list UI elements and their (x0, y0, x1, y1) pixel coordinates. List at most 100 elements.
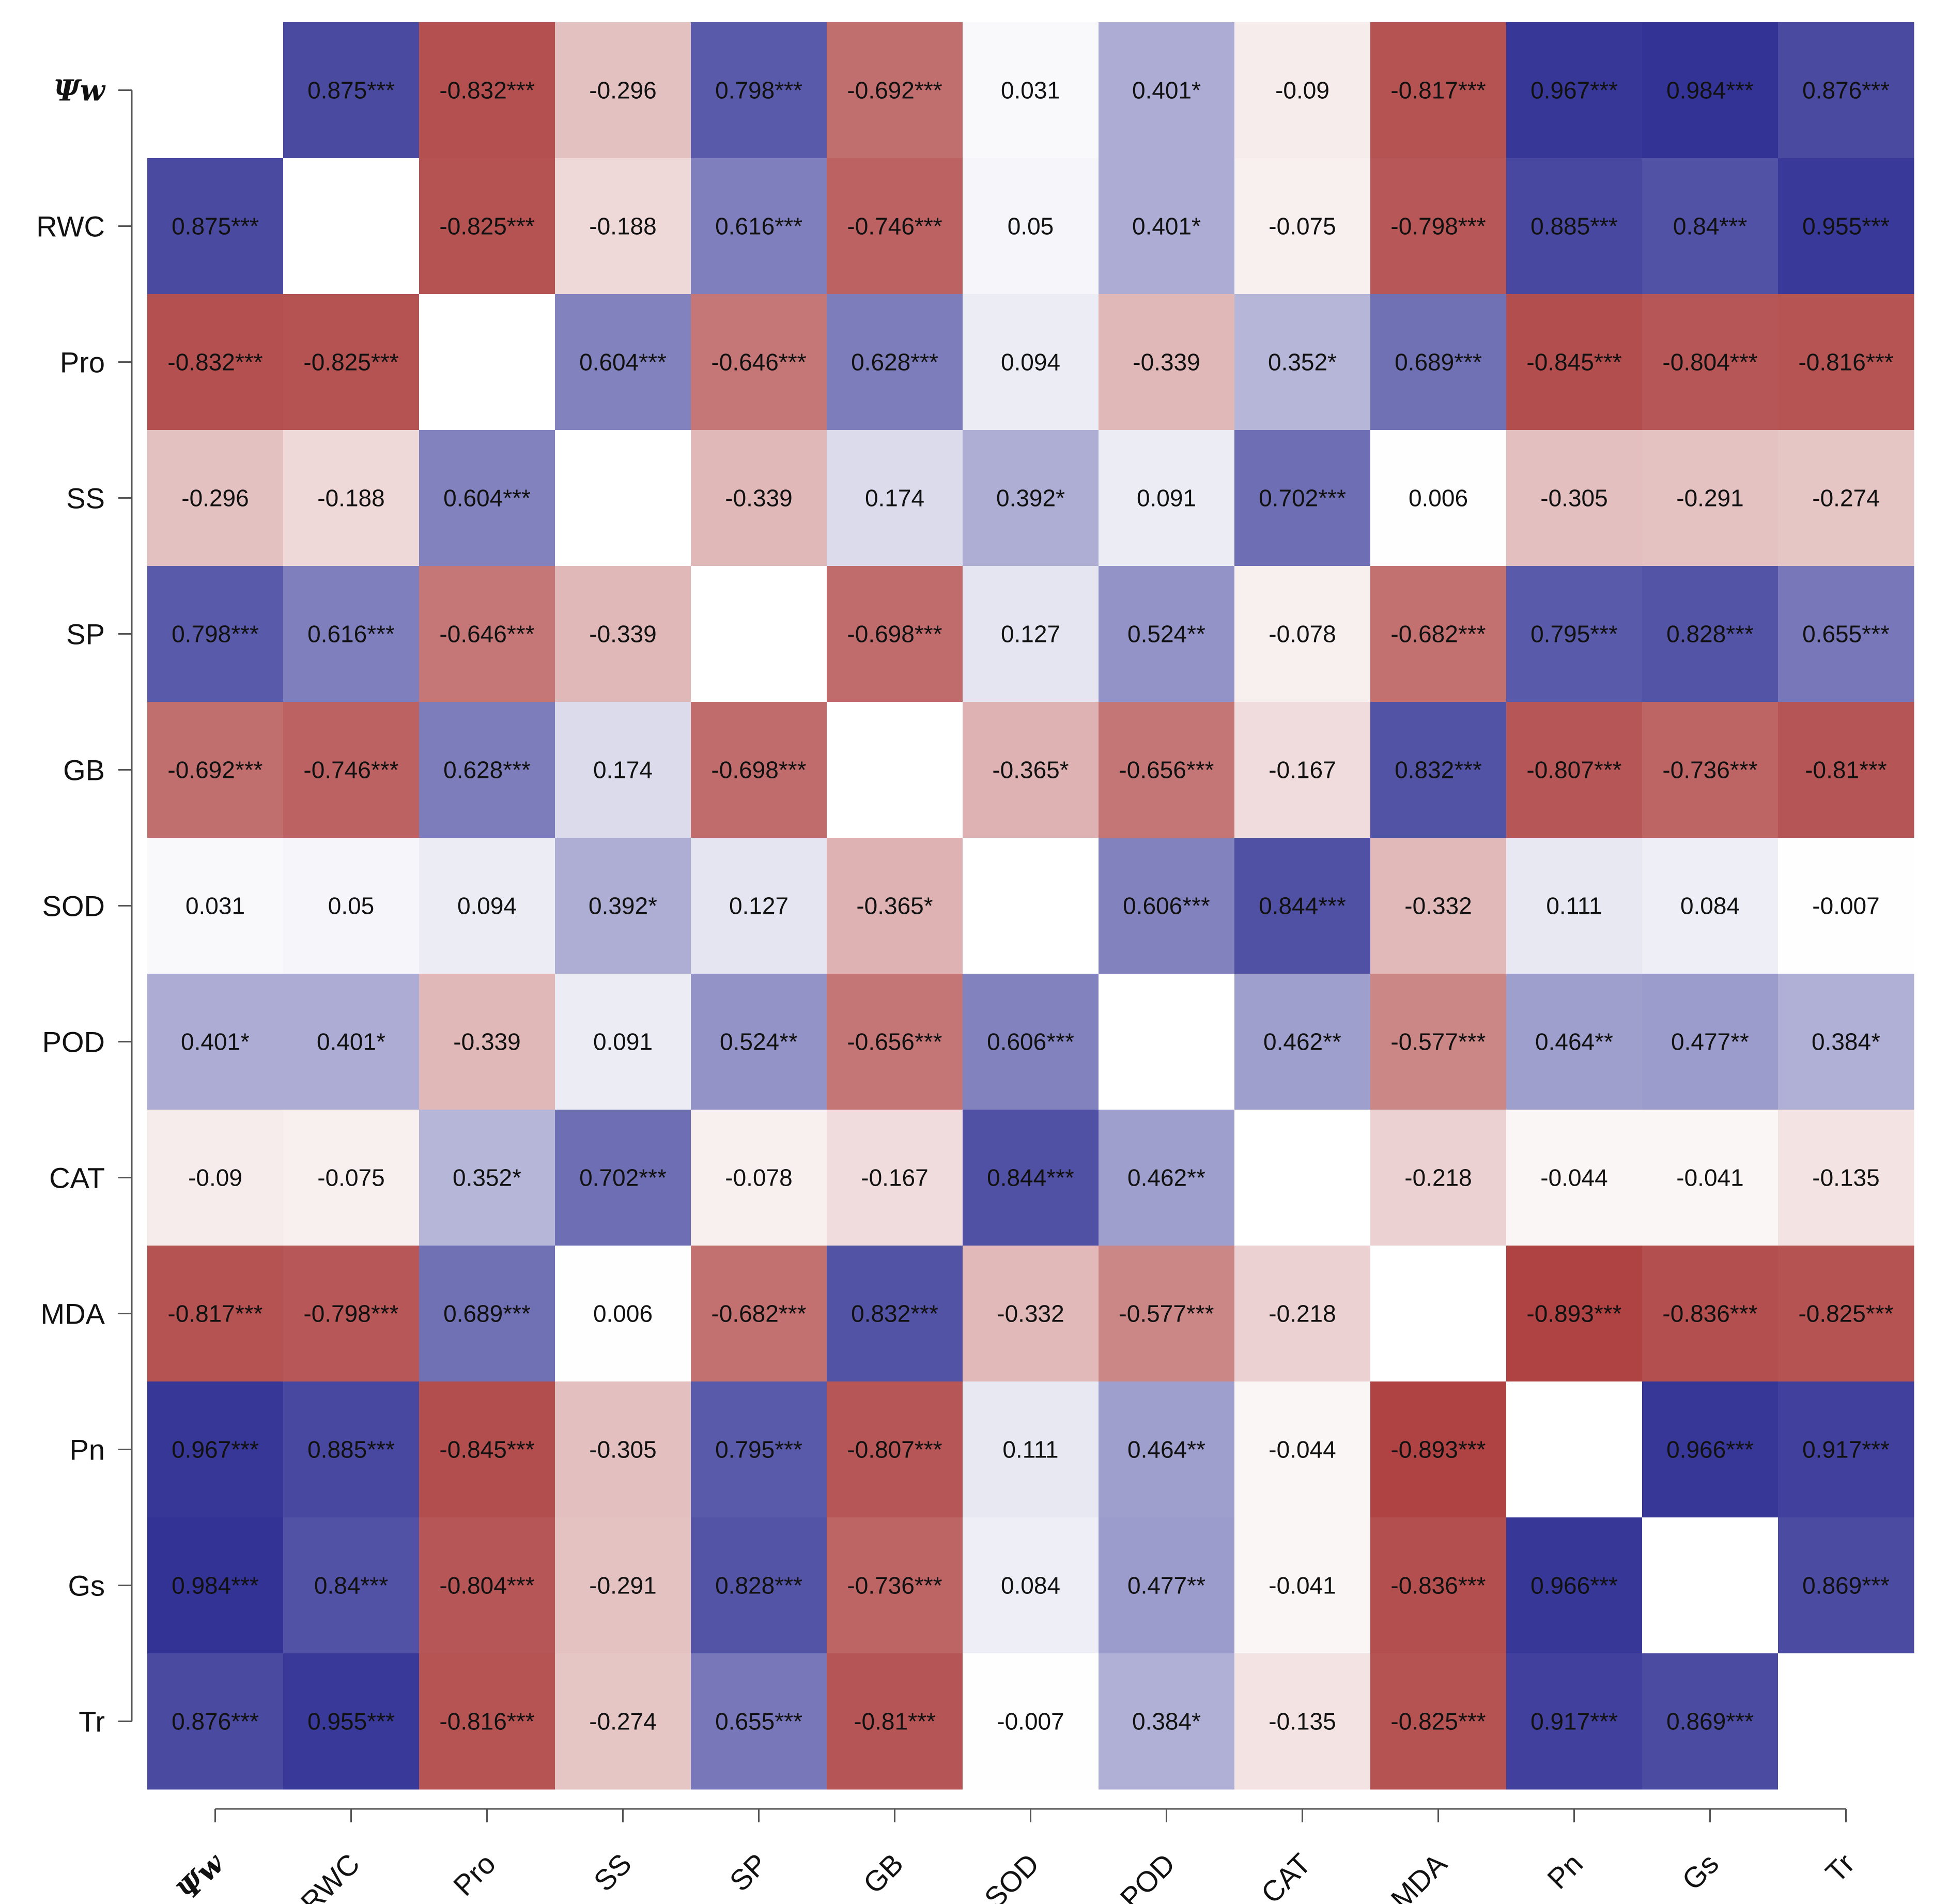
cell-value-label: 0.84*** (314, 1572, 388, 1599)
cell-value-label: -0.291 (1676, 485, 1743, 512)
cell-value-label: -0.804*** (439, 1572, 534, 1599)
heatmap-cell-11-0 (147, 1517, 284, 1654)
cell-value-label: -0.646*** (711, 349, 806, 376)
heatmap-cell-4-9 (1370, 566, 1507, 702)
cell-value-label: -0.825*** (1390, 1708, 1486, 1735)
cell-value-label: -0.296 (181, 485, 249, 512)
cell-value-label: -0.274 (1812, 485, 1879, 512)
cell-value-label: -0.339 (453, 1028, 520, 1055)
cell-value-label: -0.656*** (847, 1028, 942, 1055)
cell-value-label: -0.274 (589, 1708, 656, 1735)
y-tick-label: Pro (60, 346, 105, 379)
cell-value-label: -0.825*** (439, 213, 534, 240)
cell-value-label: 0.689*** (443, 1300, 531, 1327)
heatmap-cell-9-1 (283, 1246, 420, 1382)
heatmap-cell-2-11 (1642, 294, 1779, 431)
cell-value-label: 0.604*** (579, 349, 667, 376)
heatmap-cell-5-8 (1234, 702, 1371, 838)
heatmap-cell-7-6 (963, 974, 1099, 1110)
cell-value-label: 0.828*** (1666, 621, 1754, 648)
heatmap-cell-labels: 0.875*** -0.832*** -0.296 0.798*** -0.692***… (167, 77, 1893, 1735)
heatmap-cell-6-3 (555, 838, 691, 974)
heatmap-cell-6-6 (963, 838, 1099, 974)
cell-value-label: 0.174 (593, 757, 653, 784)
heatmap-cell-12-2 (419, 1653, 555, 1790)
cell-value-label: -0.218 (1269, 1300, 1336, 1327)
heatmap-cell-2-6 (963, 294, 1099, 431)
cell-value-label: -0.007 (997, 1708, 1064, 1735)
cell-value-label: -0.817*** (1390, 77, 1486, 104)
cell-value-label: 0.174 (865, 485, 924, 512)
x-tick-label: GB (857, 1847, 909, 1900)
cell-value-label: 0.094 (1001, 349, 1060, 376)
heatmap-cell-1-6 (963, 158, 1099, 295)
cell-value-label: -0.044 (1540, 1164, 1607, 1191)
cell-value-label: -0.836*** (1662, 1300, 1757, 1327)
heatmap-cell-11-6 (963, 1517, 1099, 1654)
cell-value-label: -0.188 (317, 485, 384, 512)
cell-value-label: 0.875*** (307, 77, 395, 104)
cell-value-label: 0.401* (1132, 213, 1201, 240)
cell-value-label: 0.084 (1680, 893, 1740, 919)
heatmap-cell-2-8 (1234, 294, 1371, 431)
heatmap-cell-6-8 (1234, 838, 1371, 974)
heatmap-cell-0-9 (1370, 22, 1507, 159)
cell-value-label: 0.869*** (1666, 1708, 1754, 1735)
heatmap-cell-12-4 (691, 1653, 827, 1790)
cell-value-label: -0.845*** (439, 1436, 534, 1463)
heatmap-cell-5-9 (1370, 702, 1507, 838)
heatmap-cell-6-10 (1506, 838, 1643, 974)
heatmap-cell-12-6 (963, 1653, 1099, 1790)
heatmap-cell-12-11 (1642, 1653, 1779, 1790)
y-tick-label: CAT (49, 1162, 105, 1194)
y-tick-label: GB (63, 754, 105, 787)
cell-value-label: 0.384* (1132, 1708, 1201, 1735)
cell-value-label: -0.746*** (303, 757, 398, 784)
cell-value-label: 0.392* (996, 485, 1065, 512)
cell-value-label: -0.816*** (439, 1708, 534, 1735)
y-tick-label: Pn (70, 1434, 105, 1466)
heatmap-cell-1-1 (283, 158, 420, 295)
heatmap-cells (147, 22, 1914, 1790)
heatmap-cell-8-6 (963, 1110, 1099, 1246)
heatmap-cell-5-5 (827, 702, 963, 838)
cell-value-label: -0.078 (1269, 621, 1336, 648)
heatmap-cell-7-4 (691, 974, 827, 1110)
heatmap-cell-11-3 (555, 1517, 691, 1654)
heatmap-cell-10-2 (419, 1381, 555, 1518)
heatmap-cell-6-4 (691, 838, 827, 974)
cell-value-label: 0.524** (720, 1028, 798, 1055)
heatmap-cell-4-4 (691, 566, 827, 702)
cell-value-label: -0.167 (861, 1164, 928, 1191)
heatmap-cell-1-7 (1099, 158, 1235, 295)
cell-value-label: -0.078 (725, 1164, 792, 1191)
cell-value-label: 0.606*** (987, 1028, 1074, 1055)
heatmap-cell-9-2 (419, 1246, 555, 1382)
cell-value-label: -0.807*** (847, 1436, 942, 1463)
heatmap-cell-4-2 (419, 566, 555, 702)
cell-value-label: 0.628*** (443, 757, 531, 784)
y-tick-label: Ψw (54, 74, 106, 108)
cell-value-label: -0.736*** (1662, 757, 1757, 784)
x-tick-label: SOD (978, 1847, 1045, 1904)
cell-value-label: 0.984*** (172, 1572, 259, 1599)
heatmap-cell-0-7 (1099, 22, 1235, 159)
heatmap-cell-7-7 (1099, 974, 1235, 1110)
heatmap-cell-12-3 (555, 1653, 691, 1790)
heatmap-cell-2-3 (555, 294, 691, 431)
cell-value-label: 0.392* (589, 893, 657, 919)
heatmap-cell-5-1 (283, 702, 420, 838)
heatmap-cell-9-9 (1370, 1246, 1507, 1382)
heatmap-cell-5-12 (1778, 702, 1914, 838)
heatmap-cell-8-10 (1506, 1110, 1643, 1246)
heatmap-cell-3-0 (147, 430, 284, 566)
cell-value-label: -0.339 (589, 621, 656, 648)
cell-value-label: 0.917*** (1530, 1708, 1618, 1735)
cell-value-label: 0.832*** (1395, 757, 1482, 784)
cell-value-label: -0.825*** (1798, 1300, 1893, 1327)
heatmap-cell-10-11 (1642, 1381, 1779, 1518)
cell-value-label: -0.736*** (847, 1572, 942, 1599)
heatmap-cell-5-0 (147, 702, 284, 838)
heatmap-cell-2-2 (419, 294, 555, 431)
